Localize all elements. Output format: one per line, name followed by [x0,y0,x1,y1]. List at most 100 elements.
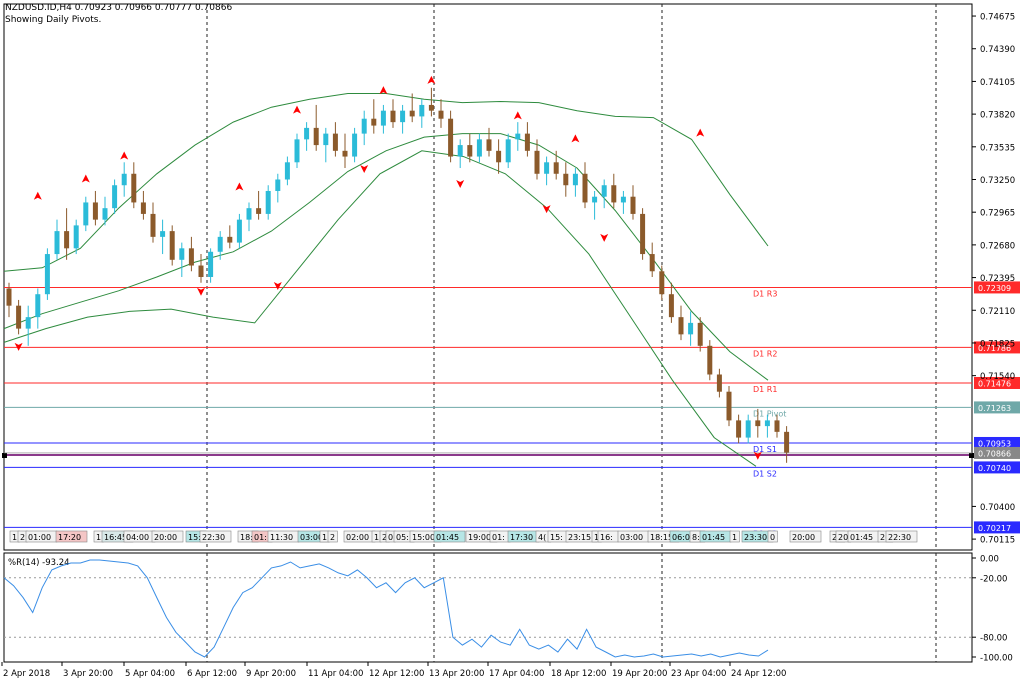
price-tick-label: 0.73250 [980,176,1015,186]
session-label: 01:00 [28,533,51,542]
candle-body [707,345,713,375]
candle-body [736,420,742,438]
candle-body [476,139,482,157]
candle-body [726,391,732,421]
session-label: 20 [838,533,848,542]
fractal-up-arrow [235,182,244,191]
pivot-price-tag-text: 0.71476 [978,379,1011,388]
candle-body [611,185,617,203]
candlesticks [6,87,790,463]
candle-body [582,173,588,203]
candle-body [601,185,607,197]
fractal-up-arrow [33,191,42,200]
price-tick-label: 0.72680 [980,241,1015,251]
date-tick-label: 9 Apr 20:00 [246,669,296,679]
candle-body [755,420,761,427]
candle-body [246,208,252,220]
pivot-price-tag [974,401,1020,414]
candle-body [534,150,540,174]
session-label: 03:00 [300,533,323,542]
candle-body [323,133,329,146]
price-tick-label: 0.72395 [980,274,1015,284]
candle-body [83,202,89,226]
chart-subtitle: Showing Daily Pivots. [5,15,102,25]
fractal-down-arrow [753,451,762,460]
session-label: 04:00 [126,533,149,542]
session-label: 20:00 [792,533,815,542]
session-label-box [789,530,822,543]
candle-body [400,110,406,123]
fractal-up-arrow [120,151,129,160]
pivot-price-tag [974,341,1020,354]
session-label: 16: [600,533,613,542]
fractal-down-arrow [273,282,282,291]
session-label: 0 [388,533,393,542]
session-label: 01: [254,533,267,542]
price-tick-label: 0.74105 [980,78,1015,88]
candle-body [716,374,722,392]
pivot-price-tag [974,436,1020,449]
candle-body [313,127,319,146]
candle-body [524,133,530,151]
bollinger-lower [3,150,757,467]
candle-body [467,145,473,157]
fractal-down-arrow [542,205,551,214]
candle-body [6,288,12,306]
pivot-label: D1 R2 [753,349,777,358]
session-label: 11:30 [270,533,293,542]
candle-body [630,196,636,214]
candle-body [678,317,684,335]
price-axis: 0.72309 0.71786 0.71476 0.71263 0.70953 0.707… [972,13,1020,546]
pivot-label: D1 Pivot [753,409,786,418]
candle-body [140,202,146,214]
fractal-arrows [14,75,762,460]
session-label: 1 [374,533,379,542]
candle-body [44,254,50,295]
session-label: 06:00 [672,533,695,542]
oscillator-panel-border [3,552,973,663]
session-label: 23:15 [568,533,591,542]
candle-body [784,431,790,453]
session-label: 17:30 [510,533,533,542]
session-label: 18:15 [650,533,673,542]
session-label: 17:20 [58,533,81,542]
fractal-up-arrow [696,128,705,137]
session-label: 1 [594,533,599,542]
session-label: 8: [692,533,700,542]
candle-body [774,420,780,432]
candle-body [553,162,559,174]
pivot-price-tag-text: 0.72309 [978,284,1011,293]
vertical-grid [206,4,937,662]
candle-body [198,265,204,277]
fractal-up-arrow [427,75,436,84]
candle-body [102,208,108,220]
price-tick-label: 0.70115 [980,536,1015,546]
candle-body [620,196,626,203]
candle-body [236,219,242,243]
current-price-tag-text: 0.70866 [978,449,1011,458]
candle-body [304,127,310,140]
candle-body [112,185,118,209]
pivot-price-tag [974,521,1020,534]
price-tick-label: 0.73820 [980,111,1015,121]
candle-body [496,150,502,163]
date-tick-label: 2 Apr 2018 [3,669,50,679]
pivot-price-tag [974,461,1020,474]
date-tick-label: 12 Apr 12:00 [369,669,424,679]
wpr-line [3,559,769,658]
candle-body [25,317,31,329]
session-label: 16:45 [104,533,127,542]
line-handle-left [2,453,7,458]
session-label-box [55,530,88,543]
candle-body [294,139,300,163]
chart-frame [3,3,973,663]
wpr-tick-label: -80.00 [980,634,1007,644]
pivot-price-tag-text: 0.70953 [978,439,1011,448]
candle-body [697,322,703,346]
pivot-price-tag-text: 0.71786 [978,344,1011,353]
pivot-label: D1 S2 [753,469,777,478]
candle-body [64,231,70,249]
candle-body [649,254,655,272]
candle-body [217,236,223,252]
